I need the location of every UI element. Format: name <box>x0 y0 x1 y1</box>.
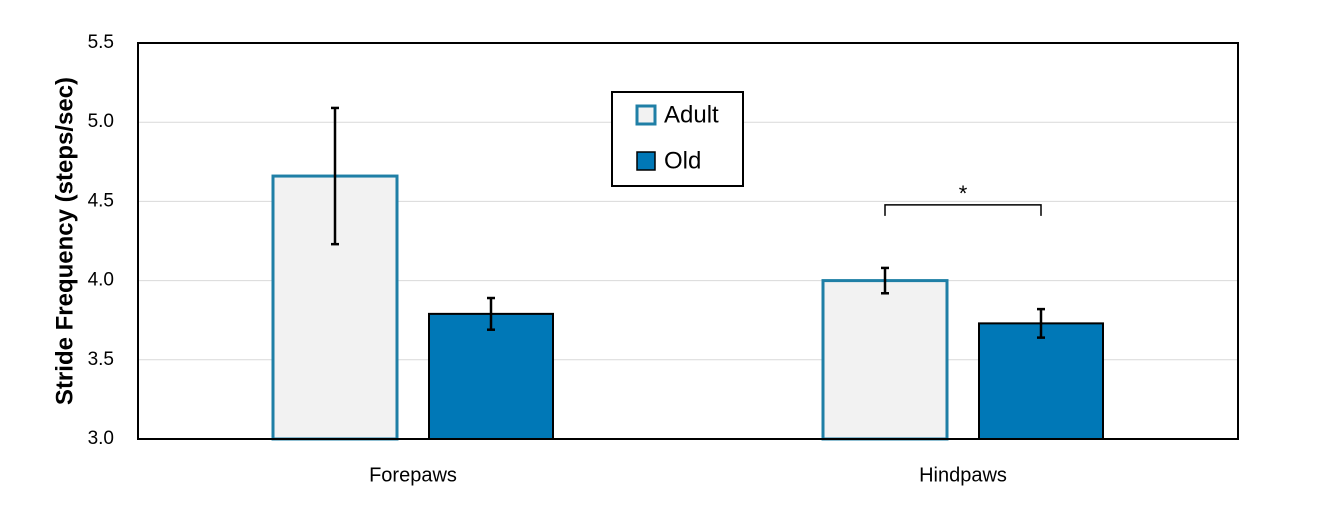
legend-box <box>611 91 744 187</box>
significance-annotation: * <box>884 181 1042 216</box>
significance-bracket <box>884 204 1042 216</box>
y-tick-label: 4.0 <box>88 270 114 291</box>
y-tick-label: 3.0 <box>88 428 114 449</box>
y-tick-label: 5.5 <box>88 32 114 53</box>
legend-swatch-old <box>636 151 656 171</box>
error-bars <box>331 106 1045 339</box>
legend-swatch-adult <box>635 104 657 126</box>
y-axis-ticks: 3.0 3.5 4.0 4.5 5.0 5.5 <box>88 32 114 449</box>
x-tick-label: Hindpaws <box>919 464 1007 486</box>
x-tick-label: Forepaws <box>369 464 457 486</box>
legend: Adult Old <box>611 91 744 187</box>
bars <box>271 174 1104 441</box>
y-tick-label: 5.0 <box>88 111 114 132</box>
legend-label-adult: Adult <box>664 101 719 128</box>
y-tick-label: 3.5 <box>88 349 114 370</box>
bar-old-forepaws <box>428 312 554 441</box>
plot-area-frame <box>137 42 1239 440</box>
bar-old-hindpaws <box>978 322 1104 441</box>
significance-marker: * <box>959 181 968 206</box>
legend-label-old: Old <box>664 147 701 174</box>
bar-adult-hindpaws <box>821 279 949 441</box>
x-axis-labels: Forepaws Hindpaws <box>369 464 1007 486</box>
y-tick-label: 4.5 <box>88 190 114 211</box>
y-axis-title: Stride Frequency (steps/sec) <box>51 77 78 405</box>
